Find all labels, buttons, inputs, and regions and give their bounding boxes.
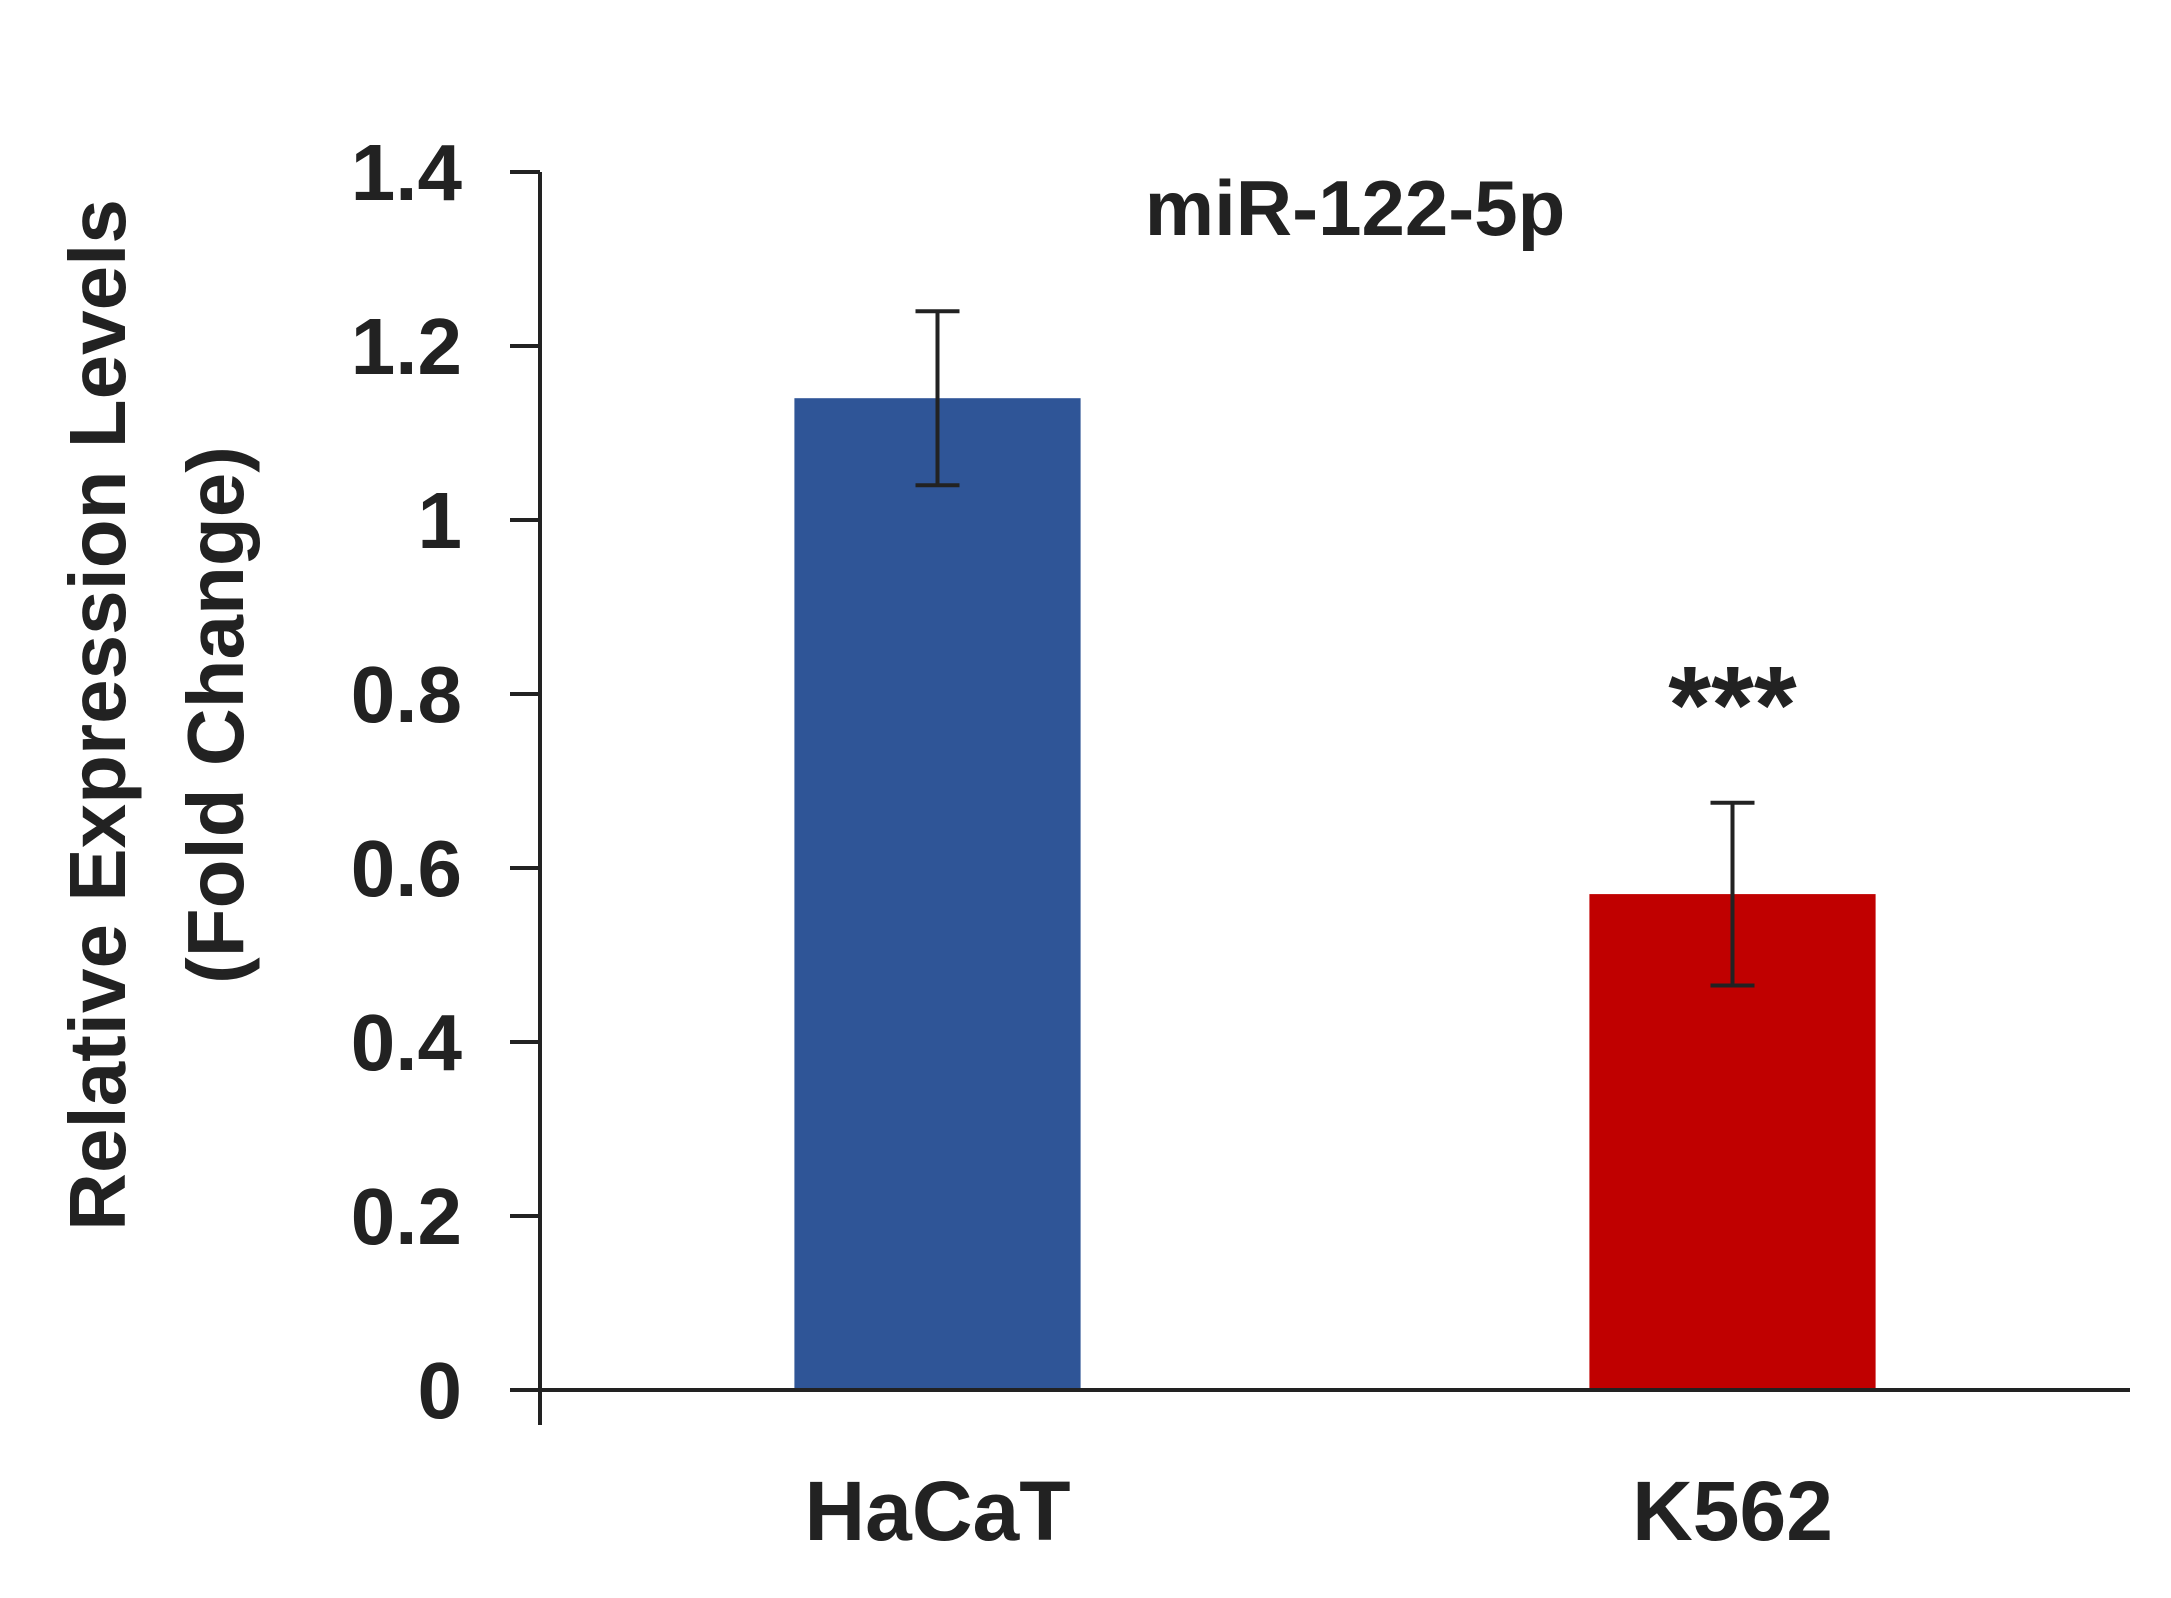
error-bar-hacat [915, 309, 960, 488]
significance-marker: *** [1668, 644, 1797, 767]
y-axis-label-line-1: Relative Expression Levels [53, 199, 142, 1231]
y-axis-label-line-2: (Fold Change) [171, 446, 260, 984]
x-tick-label: HaCaT [804, 1464, 1070, 1558]
bar-hacat [794, 398, 1081, 1390]
y-tick-label: 1.4 [351, 128, 463, 217]
y-tick-label: 0.2 [351, 1172, 462, 1261]
chart-title: miR-122-5p [1145, 164, 1565, 252]
y-tick-label: 0 [418, 1346, 463, 1435]
y-tick-label: 1.2 [351, 302, 462, 391]
y-tick-label: 0.8 [351, 650, 462, 739]
bars: *** [794, 309, 1876, 1390]
x-tick-label: K562 [1632, 1464, 1833, 1558]
y-axis-label: Relative Expression Levels (Fold Change) [53, 199, 260, 1231]
error-bar-k562 [1710, 800, 1755, 988]
y-tick-label: 0.6 [351, 824, 462, 913]
y-tick-label: 1 [418, 476, 463, 565]
y-axis: 0 0.2 0.4 0.6 0.8 1 1.2 1.4 [351, 128, 542, 1435]
x-axis: HaCaT K562 [510, 1388, 2130, 1558]
y-tick-label: 0.4 [351, 998, 463, 1087]
